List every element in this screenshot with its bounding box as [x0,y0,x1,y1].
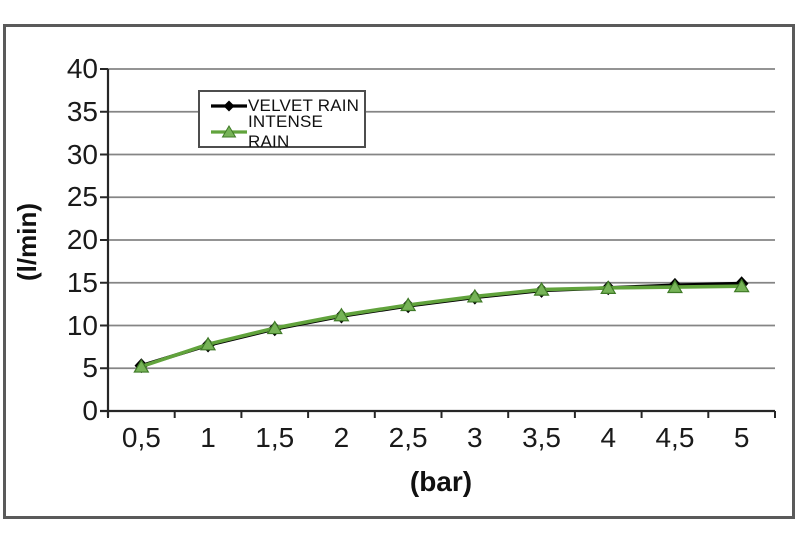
triangle-marker-intense-rain [266,320,283,335]
legend-entry-velvet-rain: VELVET RAIN [210,95,364,118]
triangle-marker-intense-rain [333,307,350,322]
triangle-marker-intense-rain [600,280,617,294]
velvet-rain-line-diamond-icon [211,100,247,112]
triangle-marker-intense-rain [133,358,150,373]
y-axis-title: (l/min) [12,203,42,281]
triangle-marker-intense-rain [666,279,683,294]
series-line-intense-rain [139,284,744,369]
legend: VELVET RAIN INTENSE RAIN [198,90,366,151]
legend-label-velvet-rain: VELVET RAIN [248,96,360,115]
series-line-velvet-rain [139,281,744,368]
legend-entry-intense-rain: INTENSE RAIN [210,112,364,151]
triangle-marker-intense-rain [200,336,217,351]
triangle-marker-intense-rain [466,288,483,303]
x-axis-title: (bar) [409,466,473,497]
triangle-marker-intense-rain [533,281,550,296]
chart-frame [3,24,795,519]
intense-rain-line-triangle-icon [211,125,247,138]
triangle-marker-intense-rain [733,278,750,293]
triangle-marker-intense-rain [400,297,417,312]
legend-label-intense-rain: INTENSE RAIN [248,112,324,151]
